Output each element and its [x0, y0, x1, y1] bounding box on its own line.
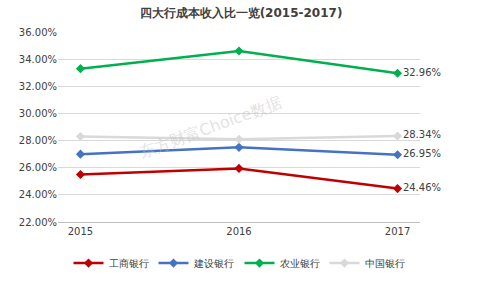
svg-text:工商银行: 工商银行 [109, 258, 149, 269]
svg-text:建设银行: 建设银行 [193, 258, 234, 269]
svg-text:26.95%: 26.95% [403, 148, 441, 159]
svg-text:24.00%: 24.00% [19, 189, 57, 200]
svg-text:36.00%: 36.00% [19, 27, 57, 38]
svg-text:34.00%: 34.00% [19, 54, 57, 65]
svg-text:2015: 2015 [68, 226, 93, 237]
svg-text:中国银行: 中国银行 [365, 258, 405, 269]
svg-text:30.00%: 30.00% [19, 108, 57, 119]
svg-text:24.46%: 24.46% [403, 182, 441, 193]
svg-text:28.34%: 28.34% [403, 129, 441, 140]
svg-text:2017: 2017 [385, 226, 410, 237]
svg-text:2016: 2016 [226, 226, 251, 237]
svg-text:26.00%: 26.00% [19, 162, 57, 173]
svg-text:四大行成本收入比一览(2015-2017): 四大行成本收入比一览(2015-2017) [140, 6, 343, 20]
svg-text:32.96%: 32.96% [403, 67, 441, 78]
svg-text:32.00%: 32.00% [19, 81, 57, 92]
svg-text:28.00%: 28.00% [19, 135, 57, 146]
svg-text:农业银行: 农业银行 [280, 258, 320, 269]
svg-text:东方财富Choice数据: 东方财富Choice数据 [136, 93, 284, 162]
svg-text:22.00%: 22.00% [19, 217, 57, 228]
